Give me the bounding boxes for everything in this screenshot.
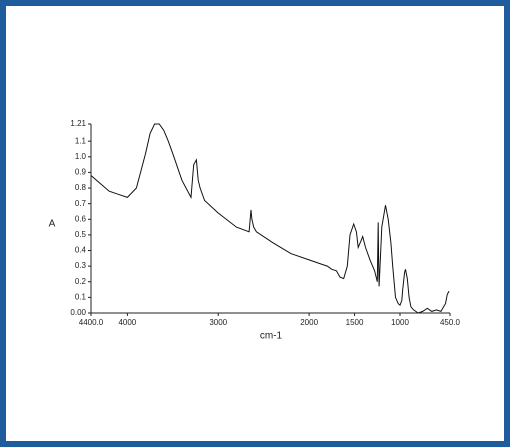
y-tick-label: 1.1	[75, 136, 87, 145]
x-tick-label: 4000	[118, 318, 136, 327]
x-tick-label: 450.0	[440, 318, 461, 327]
x-tick-label: 1000	[391, 318, 409, 327]
y-tick-label: 0.1	[75, 292, 87, 301]
y-tick-label: 1.21	[70, 119, 86, 128]
y-tick-label: 1.0	[75, 152, 87, 161]
y-tick-label: 0.4	[75, 246, 87, 255]
y-tick-label: 0.2	[75, 277, 87, 286]
y-tick-label: 0.5	[75, 230, 87, 239]
x-axis-label: cm-1	[260, 331, 283, 342]
y-tick-label: 0.3	[75, 261, 87, 270]
x-tick-label: 3000	[209, 318, 227, 327]
x-tick-label: 1500	[346, 318, 364, 327]
y-tick-label: 0.00	[70, 308, 86, 317]
y-axis-label: A	[49, 219, 56, 230]
spectrum-line	[90, 123, 450, 314]
x-tick-label: 4400.0	[79, 318, 104, 327]
y-tick-label: 0.9	[75, 168, 87, 177]
y-tick-label: 0.8	[75, 183, 87, 192]
x-tick-label: 2000	[300, 318, 318, 327]
y-tick-label: 0.7	[75, 199, 87, 208]
y-tick-label: 0.6	[75, 214, 87, 223]
